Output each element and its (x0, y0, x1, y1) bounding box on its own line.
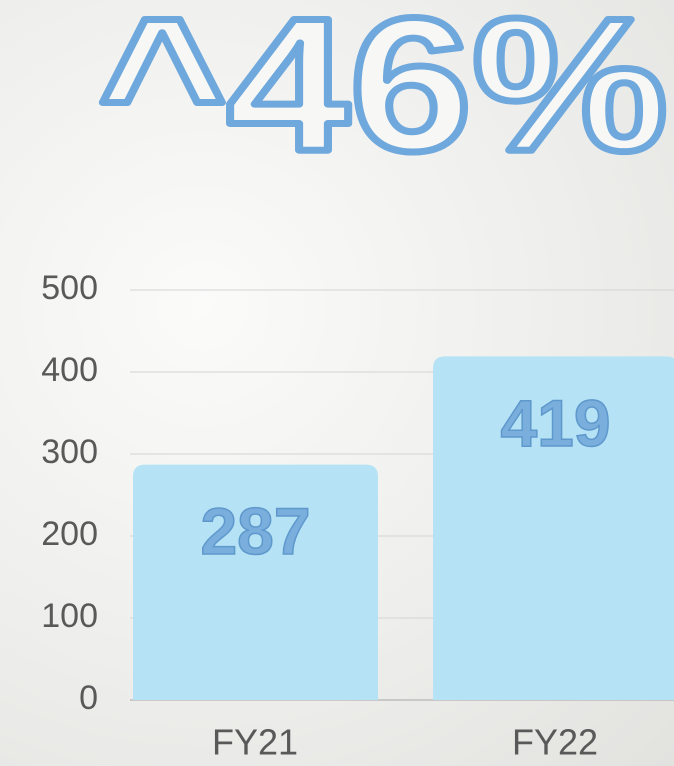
x-tick-label: FY22 (512, 722, 598, 763)
y-tick-label: 0 (79, 679, 98, 717)
value-label: 419 (500, 386, 610, 460)
y-tick-label: 100 (41, 597, 98, 635)
chart-title: ^46% (98, 0, 668, 191)
bar (433, 356, 674, 700)
bar (133, 464, 378, 700)
y-tick-label: 200 (41, 515, 98, 553)
value-label: 287 (200, 494, 310, 568)
x-tick-label: FY21 (212, 722, 298, 763)
y-tick-label: 500 (41, 269, 98, 307)
y-tick-label: 300 (41, 433, 98, 471)
y-tick-label: 400 (41, 351, 98, 389)
